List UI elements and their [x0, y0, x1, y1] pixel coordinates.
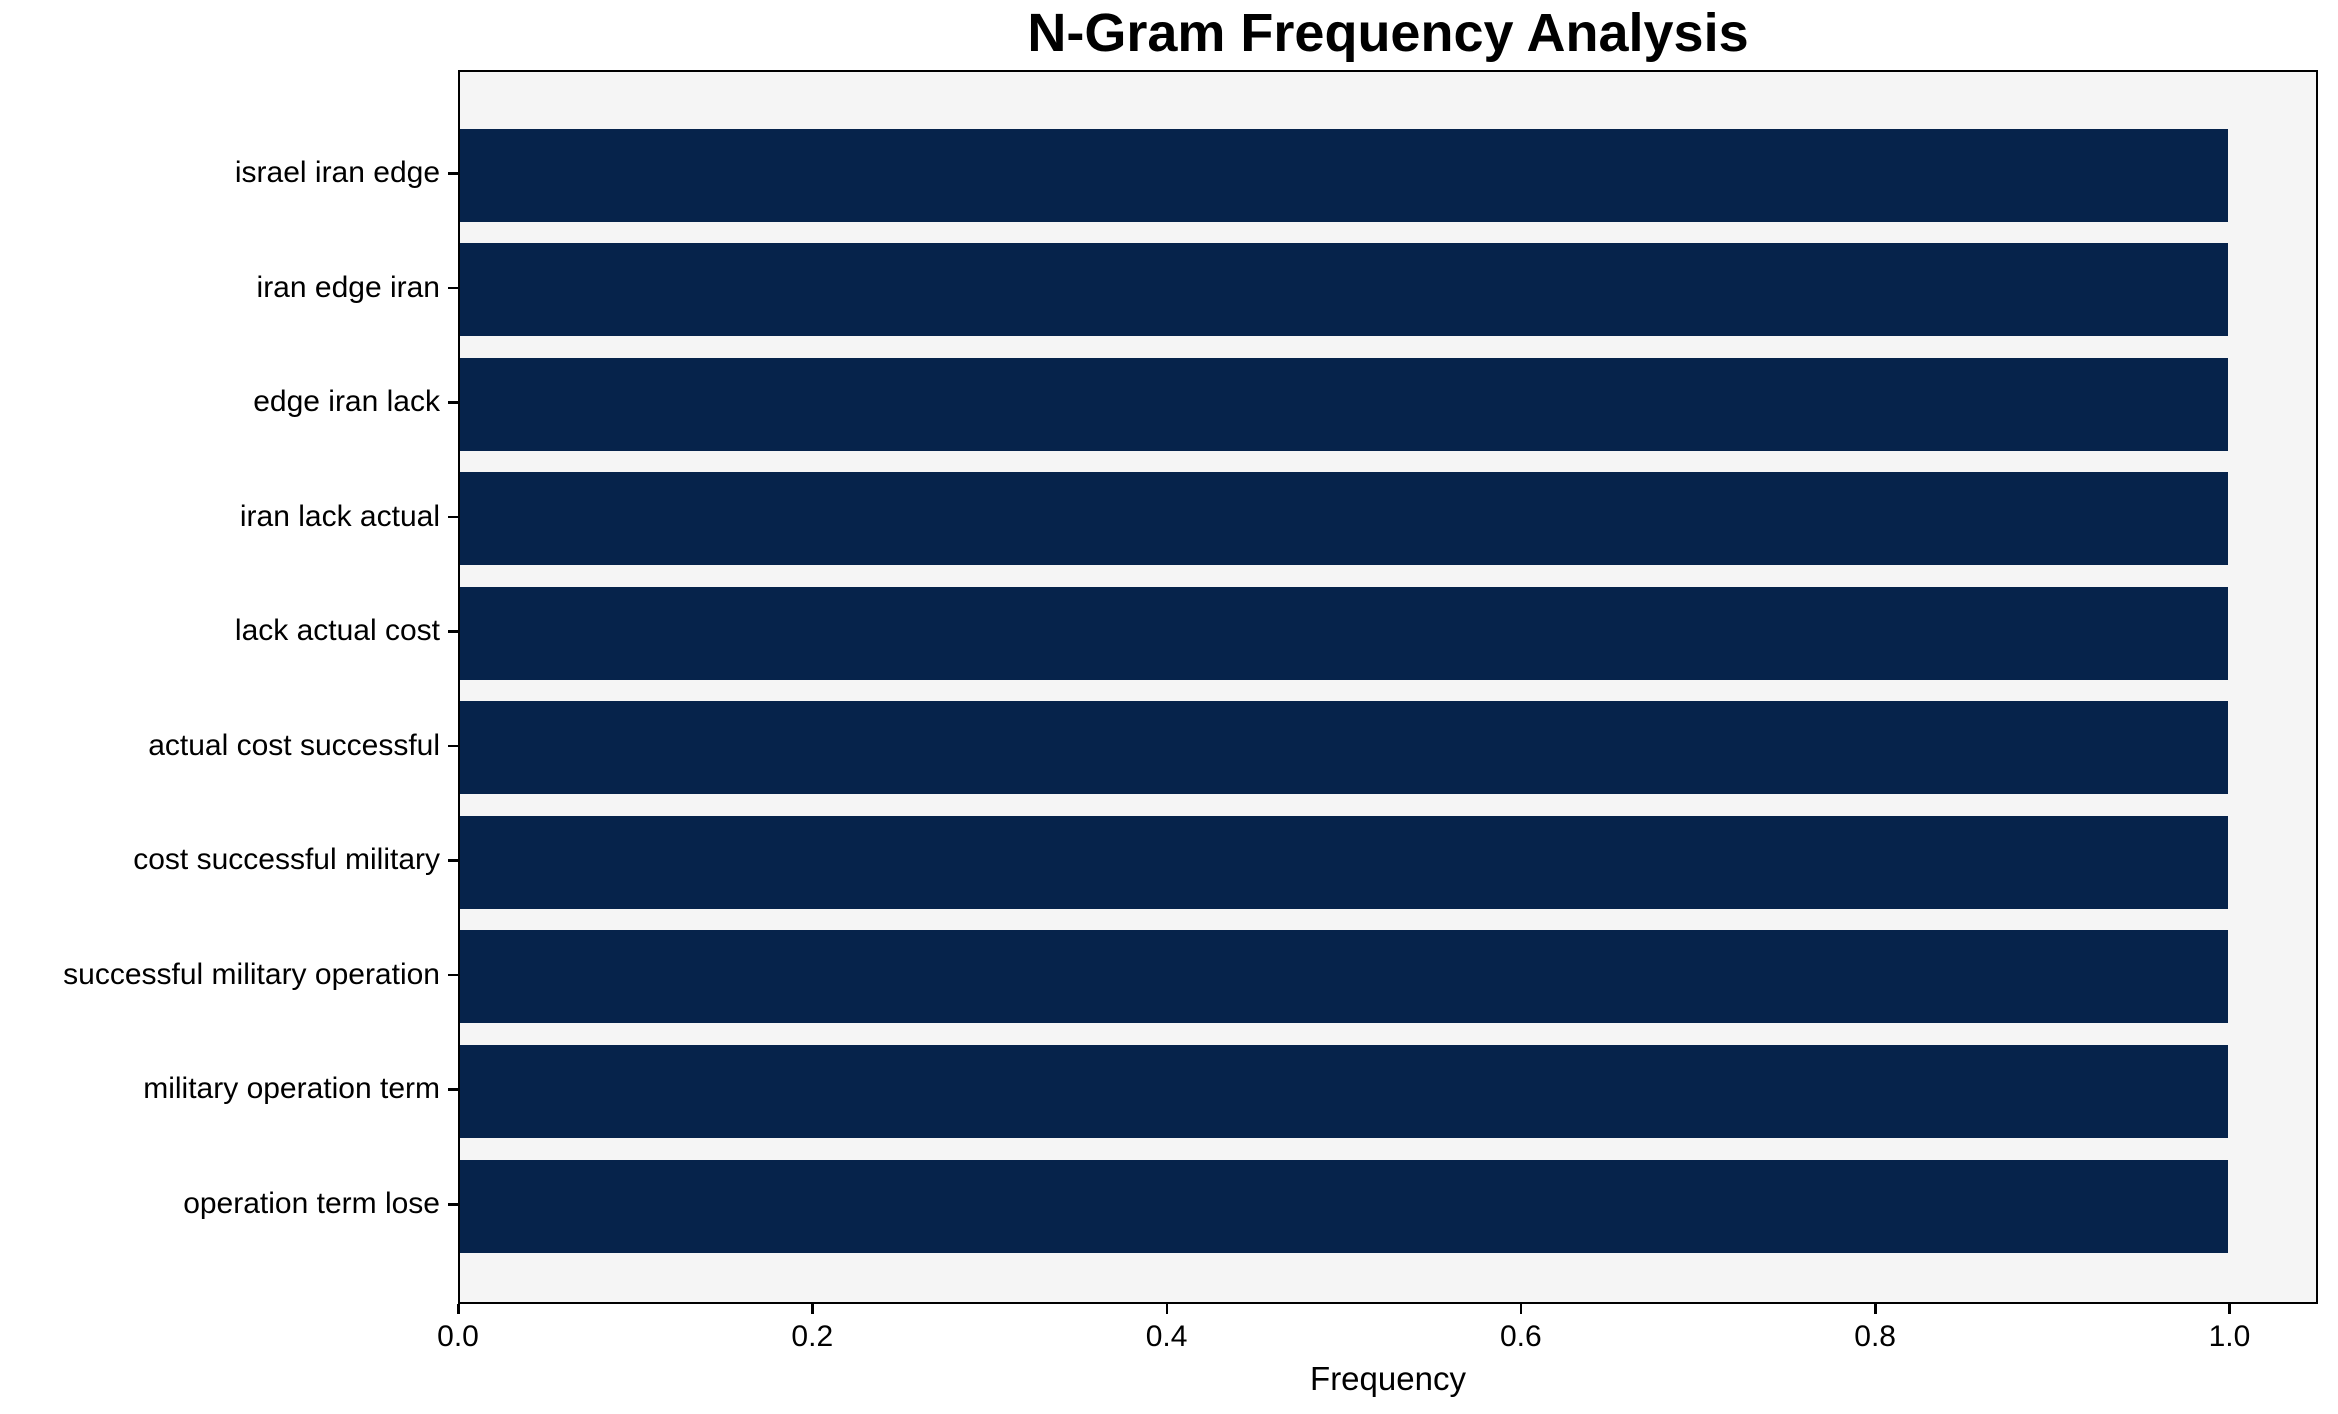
- y-tick: [448, 1088, 458, 1091]
- y-tick: [448, 515, 458, 519]
- y-tick-label: successful military operation: [63, 957, 440, 991]
- bar: [460, 930, 2228, 1024]
- bar: [460, 815, 2228, 909]
- y-tick-label: actual cost successful: [148, 728, 440, 762]
- y-tick: [448, 286, 458, 290]
- y-tick-label: lack actual cost: [234, 614, 440, 648]
- bar: [460, 128, 2228, 222]
- bar: [460, 1044, 2228, 1138]
- y-tick-label: cost successful military: [133, 843, 440, 877]
- y-tick-label: edge iran lack: [253, 385, 440, 419]
- x-tick-label: 0.0: [437, 1320, 479, 1353]
- x-tick-label: 1.0: [2208, 1320, 2251, 1353]
- y-tick: [448, 973, 458, 977]
- y-tick-label: iran edge iran: [256, 270, 440, 304]
- x-tick-label: 0.4: [1145, 1320, 1188, 1353]
- y-tick: [448, 1203, 458, 1206]
- x-tick: [1165, 1304, 1169, 1314]
- bar: [460, 472, 2228, 566]
- bar: [460, 357, 2228, 451]
- y-tick-label: operation term lose: [183, 1187, 440, 1221]
- plot-area: [458, 70, 2318, 1304]
- x-tick: [811, 1304, 814, 1314]
- y-tick-label: israel iran edge: [234, 156, 440, 189]
- y-tick-label: military operation term: [143, 1072, 440, 1106]
- y-tick: [448, 401, 458, 404]
- x-axis-label: Frequency: [1310, 1360, 1466, 1397]
- x-tick: [457, 1304, 460, 1314]
- x-tick-label: 0.8: [1854, 1320, 1896, 1353]
- y-tick-label: iran lack actual: [239, 499, 440, 533]
- x-tick: [1519, 1304, 1523, 1314]
- x-tick-label: 0.6: [1499, 1320, 1542, 1353]
- bar: [460, 586, 2228, 680]
- bar: [460, 243, 2228, 337]
- x-tick: [2228, 1304, 2231, 1314]
- y-tick: [448, 172, 458, 175]
- y-tick: [448, 630, 458, 633]
- x-tick-label: 0.2: [791, 1320, 834, 1353]
- bar: [460, 701, 2228, 795]
- y-tick: [448, 744, 458, 748]
- x-tick: [1874, 1304, 1877, 1314]
- chart-title: N-Gram Frequency Analysis: [1027, 3, 1749, 63]
- bar: [460, 1159, 2228, 1253]
- y-tick: [448, 859, 458, 862]
